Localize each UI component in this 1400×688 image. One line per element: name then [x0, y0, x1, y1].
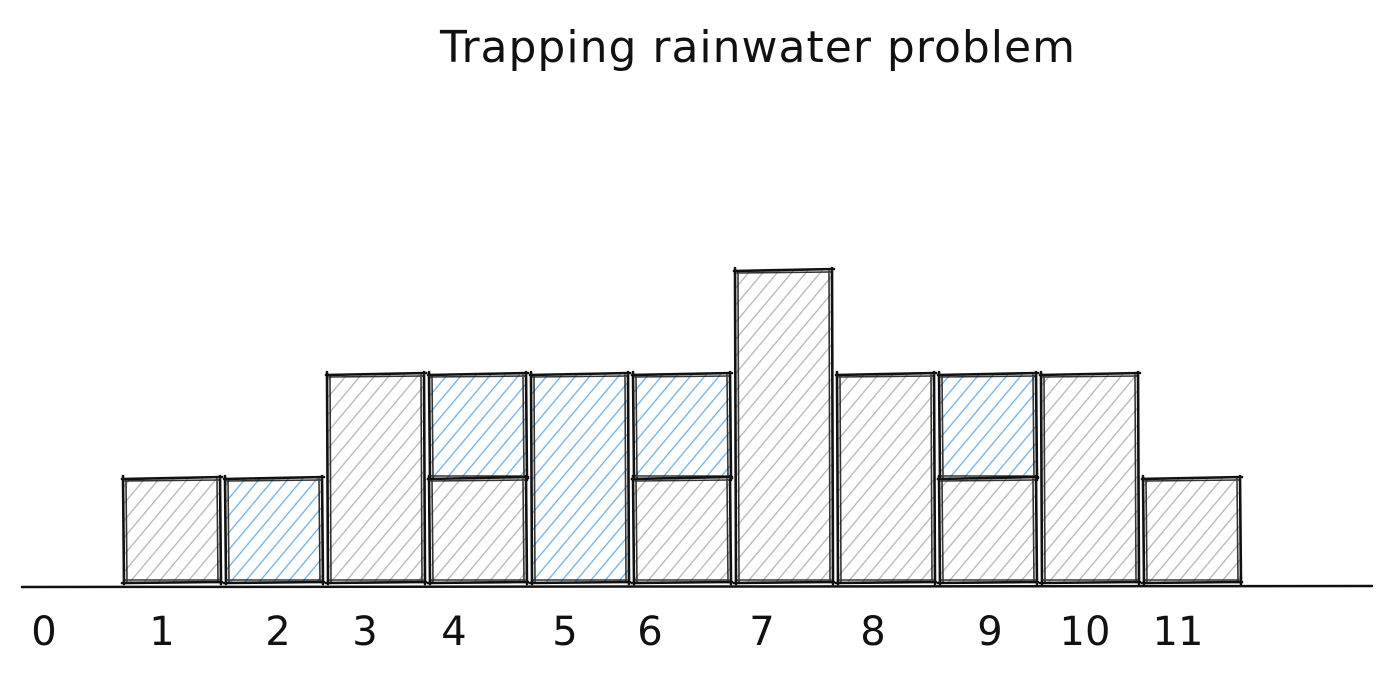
- bar-1: [120, 474, 224, 586]
- bar-4: [426, 474, 530, 586]
- water-block-2: [222, 474, 326, 586]
- diagram-title: Trapping rainwater problem: [440, 22, 1076, 73]
- x-axis-ticks: 0 1 2 3 4 5 6 7 8 9 10 11: [31, 609, 1203, 655]
- bar-7: [732, 266, 836, 586]
- tick-label-11: 11: [1153, 609, 1204, 655]
- water-block-9: [936, 370, 1040, 482]
- tick-label-5: 5: [552, 609, 577, 655]
- water-block-5: [528, 370, 632, 586]
- tick-label-0: 0: [31, 609, 56, 655]
- tick-label-6: 6: [637, 609, 662, 655]
- tick-label-9: 9: [977, 609, 1002, 655]
- bar-9: [936, 474, 1040, 586]
- tick-label-4: 4: [441, 609, 466, 655]
- water-block-4: [426, 370, 530, 482]
- tick-label-8: 8: [860, 609, 885, 655]
- bar-11: [1140, 474, 1244, 586]
- bar-layer: [120, 266, 1244, 586]
- tick-label-2: 2: [265, 609, 290, 655]
- tick-label-10: 10: [1060, 609, 1111, 655]
- tick-label-1: 1: [149, 609, 174, 655]
- bar-10: [1038, 370, 1142, 586]
- ground-baseline: [20, 584, 1374, 589]
- tick-label-3: 3: [352, 609, 377, 655]
- bar-6: [630, 474, 734, 586]
- bar-8: [834, 370, 938, 586]
- bar-3: [324, 370, 428, 586]
- tick-label-7: 7: [749, 609, 774, 655]
- water-layer: [222, 370, 1040, 586]
- water-block-6: [630, 370, 734, 482]
